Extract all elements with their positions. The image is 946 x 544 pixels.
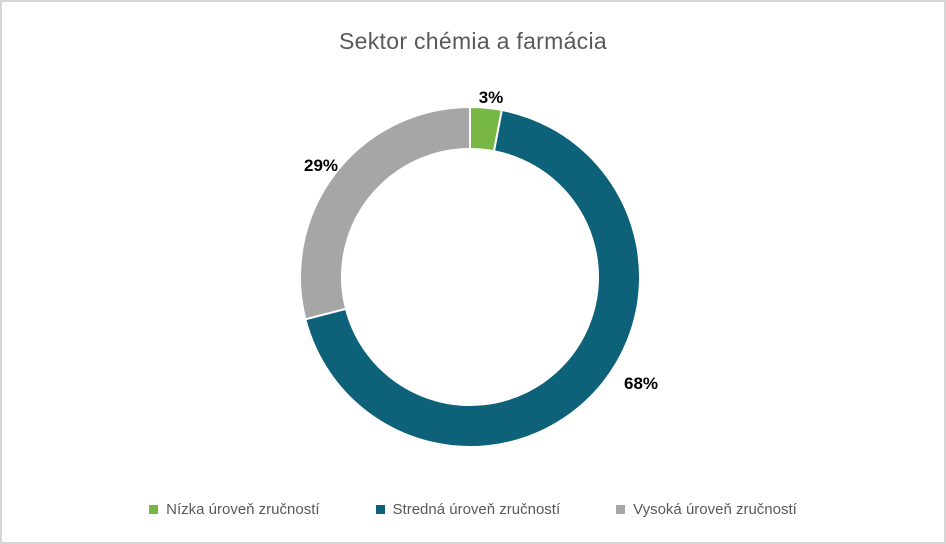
legend-swatch-green xyxy=(149,505,159,514)
legend-label-vysoka: Vysoká úroveň zručností xyxy=(633,501,797,518)
legend-item-nizka[interactable]: Nízka úroveň zručností xyxy=(149,501,320,518)
donut-segment-stredna[interactable] xyxy=(304,108,641,448)
legend-item-stredna[interactable]: Stredná úroveň zručností xyxy=(375,501,561,518)
legend-swatch-teal xyxy=(375,505,385,514)
donut-segment-vysoka[interactable] xyxy=(298,105,471,321)
legend-label-nizka: Nízka úroveň zručností xyxy=(166,501,320,518)
chart-legend: Nízka úroveň zručností Stredná úroveň zr… xyxy=(2,501,944,518)
data-label-nizka: 3% xyxy=(478,88,504,107)
legend-item-vysoka[interactable]: Vysoká úroveň zručností xyxy=(616,501,797,518)
data-label-stredna: 68% xyxy=(623,374,659,393)
legend-label-stredna: Stredná úroveň zručností xyxy=(392,501,561,518)
chart-title: Sektor chémia a farmácia xyxy=(339,28,607,54)
data-label-vysoka: 29% xyxy=(303,156,339,175)
legend-swatch-gray xyxy=(616,505,626,514)
